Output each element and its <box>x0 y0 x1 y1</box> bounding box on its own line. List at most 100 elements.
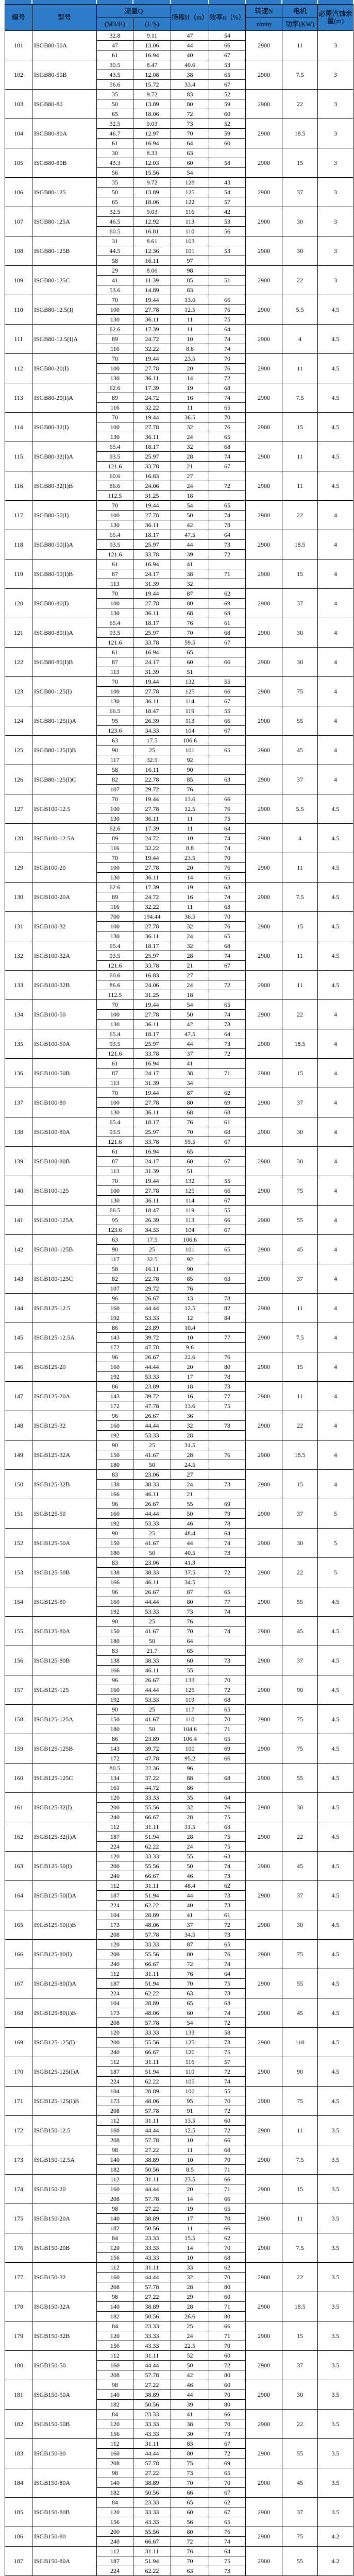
cell-head: 34.5 <box>171 1929 210 1940</box>
cell-flow-ls: 23.06 <box>132 1469 172 1480</box>
cell-head: 76 <box>171 1616 210 1626</box>
cell-speed: 2900 <box>245 1528 283 1558</box>
cell-efficiency: 76 <box>209 2527 246 2537</box>
cell-head: 38 <box>171 70 210 80</box>
cell-flow-m3h: 93.5 <box>96 1039 133 1049</box>
table-row: 130 36.11 42 73 <box>5 1019 353 1029</box>
cell-flow-m3h: 120 <box>96 2507 133 2517</box>
cell-no: 109 <box>5 265 32 295</box>
cell-flow-ls: 27.78 <box>132 422 172 432</box>
cell-flow-m3h: 100 <box>96 363 133 374</box>
cell-flow-ls: 19.44 <box>132 295 172 305</box>
cell-flow-ls: 19.44 <box>132 999 172 1010</box>
cell-head: 66 <box>171 2487 210 2498</box>
cell-flow-ls: 66.67 <box>132 1812 172 1822</box>
cell-flow-m3h: 113 <box>96 1078 133 1088</box>
cell-flow-m3h: 98 <box>96 2380 133 2390</box>
cell-flow-m3h: 112 <box>96 2057 133 2067</box>
cell-flow-m3h: 65.4 <box>96 442 133 452</box>
cell-flow-ls: 43.33 <box>132 2341 172 2351</box>
table-row: 116 ISGB80-32(I)B 60.6 16.83 27 2900 11 4.5 <box>5 471 354 501</box>
cell-no: 166 <box>5 1939 32 1969</box>
cell-head: 8.8 <box>171 843 210 853</box>
table-row: 130 36.11 24 65 <box>5 432 353 442</box>
table-row: 240 66.67 72 74 <box>5 2536 353 2547</box>
cell-npsh: 4.5 <box>317 2027 354 2057</box>
cell-efficiency: 74 <box>209 843 246 853</box>
cell-power: 30 <box>282 2380 318 2410</box>
cell-efficiency: 67 <box>209 50 246 60</box>
cell-efficiency: 67 <box>209 1195 246 1206</box>
cell-flow-ls: 44.44 <box>132 1362 172 1372</box>
cell-head: 44 <box>171 40 210 50</box>
cell-model: ISGB125-50 <box>32 1499 97 1529</box>
cell-efficiency: 68 <box>209 882 246 892</box>
cell-efficiency: 68 <box>209 941 246 951</box>
cell-flow-m3h: 112.5 <box>96 990 133 1000</box>
cell-head: 46 <box>171 2380 210 2390</box>
cell-flow-ls: 19.44 <box>132 588 172 599</box>
cell-head: 92 <box>171 755 210 765</box>
cell-speed: 2900 <box>245 1323 283 1352</box>
cell-flow-ls: 27.78 <box>132 363 172 374</box>
cell-flow-m3h: 96 <box>96 1587 133 1597</box>
cell-head: 18 <box>171 990 210 1000</box>
cell-efficiency: 74 <box>209 1009 246 1020</box>
cell-efficiency: 67 <box>209 1225 246 1235</box>
cell-flow-m3h: 90 <box>96 1440 133 1450</box>
cell-flow-ls: 43.33 <box>132 2252 172 2263</box>
cell-efficiency: 52 <box>209 118 246 129</box>
cell-npsh: 4.5 <box>317 1675 354 1705</box>
cell-efficiency: 71 <box>209 2331 246 2341</box>
cell-no: 179 <box>5 2321 32 2351</box>
table-row: 101 ISGB80-50A 32.8 9.11 47 54 2900 11 3 <box>5 30 354 60</box>
cell-efficiency: 82 <box>209 1303 246 1313</box>
cell-flow-m3h: 116 <box>96 902 133 912</box>
cell-no: 159 <box>5 1734 32 1764</box>
cell-flow-ls: 44.44 <box>132 1420 172 1431</box>
cell-flow-m3h: 200 <box>96 1949 133 1959</box>
cell-efficiency: 62 <box>209 2233 246 2243</box>
cell-flow-ls: 25 <box>132 1616 172 1626</box>
cell-flow-ls: 24.06 <box>132 481 172 491</box>
cell-flow-m3h: 180 <box>96 1460 133 1470</box>
cell-flow-ls: 31.11 <box>132 2057 172 2067</box>
table-row: 171 ISGB125-125(I)B 104 28.89 100 55 2900 75 4.5 <box>5 2086 354 2116</box>
table-row: 208 57.78 34.5 73 <box>5 1929 353 1940</box>
cell-power: 11 <box>282 941 318 971</box>
cell-npsh: 4.5 <box>317 1587 354 1617</box>
cell-no: 160 <box>5 1763 32 1793</box>
table-row: 160 ISGB125-125C 80.5 22.36 96 2900 55 4.5 <box>5 1763 354 1793</box>
cell-head: 50 <box>171 1861 210 1871</box>
cell-flow-m3h: 112.5 <box>96 490 133 501</box>
cell-no: 147 <box>5 1381 32 1411</box>
cell-efficiency: 66 <box>209 1753 246 1764</box>
cell-flow-ls: 16.83 <box>132 970 172 980</box>
cell-npsh: 3.5 <box>317 2174 354 2204</box>
cell-flow-ls: 17.39 <box>132 823 172 834</box>
cell-flow-ls: 25.97 <box>132 451 172 462</box>
cell-head: 106.6 <box>171 735 210 745</box>
cell-no: 116 <box>5 471 32 501</box>
cell-flow-ls: 26.39 <box>132 1215 172 1225</box>
cell-flow-m3h: 50 <box>96 99 133 109</box>
cell-head: 39 <box>171 549 210 560</box>
cell-flow-ls: 57.78 <box>132 2458 172 2468</box>
cell-flow-ls: 18.17 <box>132 941 172 951</box>
cell-flow-m3h: 224 <box>96 1988 133 1998</box>
cell-flow-ls: 12.36 <box>132 246 172 256</box>
cell-efficiency: 66 <box>209 2409 246 2419</box>
cell-flow-ls: 9.03 <box>132 118 172 129</box>
cell-flow-ls: 44.44 <box>132 2125 172 2136</box>
cell-flow-m3h: 84 <box>96 2233 133 2243</box>
cell-flow-m3h: 86 <box>96 1381 133 1392</box>
cell-flow-ls: 22.36 <box>132 1763 172 1773</box>
cell-flow-ls: 55.56 <box>132 1802 172 1812</box>
cell-flow-m3h: 130 <box>96 520 133 530</box>
cell-flow-m3h: 100 <box>96 862 133 873</box>
cell-no: 111 <box>5 324 32 354</box>
cell-model: ISGB125-32(I)A <box>32 1822 97 1852</box>
cell-flow-m3h: 84 <box>96 2321 133 2331</box>
cell-head: 29 <box>171 2292 210 2302</box>
cell-no: 137 <box>5 1088 32 1117</box>
